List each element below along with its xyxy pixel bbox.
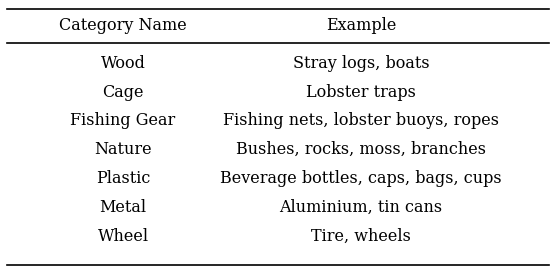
Text: Beverage bottles, caps, bags, cups: Beverage bottles, caps, bags, cups bbox=[220, 170, 502, 187]
Text: Bushes, rocks, moss, branches: Bushes, rocks, moss, branches bbox=[236, 141, 486, 158]
Text: Fishing Gear: Fishing Gear bbox=[71, 112, 176, 129]
Text: Category Name: Category Name bbox=[59, 17, 187, 34]
Text: Metal: Metal bbox=[100, 199, 147, 216]
Text: Example: Example bbox=[326, 17, 396, 34]
Text: Fishing nets, lobster buoys, ropes: Fishing nets, lobster buoys, ropes bbox=[223, 112, 499, 129]
Text: Plastic: Plastic bbox=[96, 170, 150, 187]
Text: Lobster traps: Lobster traps bbox=[306, 84, 416, 101]
Text: Wood: Wood bbox=[101, 55, 146, 72]
Text: Stray logs, boats: Stray logs, boats bbox=[292, 55, 429, 72]
Text: Nature: Nature bbox=[95, 141, 152, 158]
Text: Aluminium, tin cans: Aluminium, tin cans bbox=[280, 199, 443, 216]
Text: Tire, wheels: Tire, wheels bbox=[311, 228, 411, 245]
Text: Wheel: Wheel bbox=[97, 228, 148, 245]
Text: Cage: Cage bbox=[102, 84, 144, 101]
